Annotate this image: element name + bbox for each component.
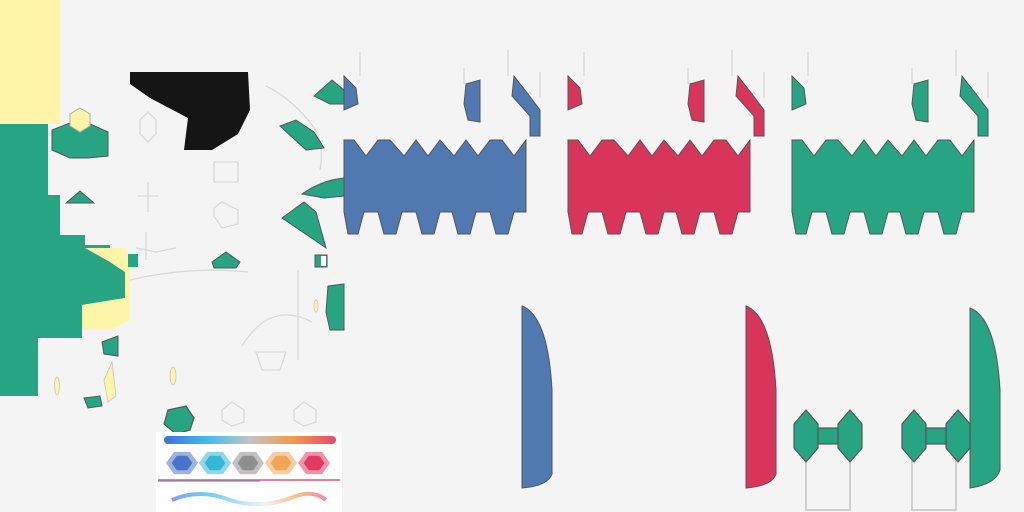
gradient-wave xyxy=(171,491,328,507)
lantern-gem-1 xyxy=(793,409,819,463)
green-body-panel xyxy=(0,124,125,396)
crenellated-body xyxy=(343,138,527,235)
curved-fin-green xyxy=(969,307,1001,489)
green-shard-4 xyxy=(281,201,327,250)
team-fins xyxy=(521,305,1001,489)
green-shard-2 xyxy=(279,119,325,151)
swatch-core-4 xyxy=(303,455,325,471)
guide-lines xyxy=(583,50,765,98)
crenellation-left xyxy=(791,74,807,111)
yellow-dot-1 xyxy=(54,376,60,396)
crenellation-left xyxy=(567,74,583,111)
green-shard-1 xyxy=(313,79,345,105)
curved-fin-red xyxy=(745,305,777,489)
lantern-link-1 xyxy=(817,427,839,445)
crenellation-right xyxy=(735,74,765,137)
team-panel-red xyxy=(567,50,765,235)
green-lantern-pieces xyxy=(793,409,971,511)
green-small-shard xyxy=(64,190,96,204)
crenellated-body xyxy=(567,138,751,235)
team-panels xyxy=(343,50,989,235)
swatch-core-3 xyxy=(270,455,292,471)
crenellation-right xyxy=(959,74,989,137)
crenellation-mid xyxy=(911,79,929,123)
crenellation-left xyxy=(343,74,359,111)
swatch-core-0 xyxy=(171,455,193,471)
palette-panel xyxy=(156,432,342,512)
team-panel-blue xyxy=(343,50,541,235)
lantern-link-2 xyxy=(925,427,947,445)
swatch-row xyxy=(166,451,330,475)
green-piece-bottom xyxy=(101,335,119,357)
crenellation-mid xyxy=(687,79,705,123)
lantern-gem-3 xyxy=(901,409,927,463)
green-piece-bottom-2 xyxy=(83,395,103,409)
yellow-dot-2 xyxy=(169,366,177,386)
curved-fin-blue xyxy=(521,305,553,489)
green-hexagon xyxy=(51,122,109,159)
crenellation-mid xyxy=(463,79,481,123)
white-half-square xyxy=(321,256,326,266)
yellow-sliver xyxy=(103,360,117,403)
crenellation-right xyxy=(511,74,541,137)
yellow-hexagon xyxy=(69,107,91,133)
yellow-body-patch xyxy=(82,248,130,330)
yellow-strip xyxy=(0,0,60,124)
light-outlines xyxy=(129,85,323,427)
lantern-gem-2 xyxy=(837,409,863,463)
green-gem xyxy=(163,405,195,435)
swatch-core-2 xyxy=(237,455,259,471)
lantern-gem-4 xyxy=(945,409,971,463)
guide-lines xyxy=(359,50,541,98)
green-shard-3 xyxy=(300,177,345,199)
green-piece-tiny xyxy=(128,254,138,267)
green-shard-5 xyxy=(325,283,345,331)
swatch-core-1 xyxy=(204,455,226,471)
guide-lines xyxy=(807,50,989,98)
gradient-bar xyxy=(164,436,336,444)
team-panel-green xyxy=(791,50,989,235)
yellow-dot-3 xyxy=(313,299,319,313)
black-panel xyxy=(130,72,250,150)
crenellated-body xyxy=(791,138,975,235)
green-piece-mid xyxy=(211,251,241,269)
left-uv-cluster xyxy=(0,0,345,435)
